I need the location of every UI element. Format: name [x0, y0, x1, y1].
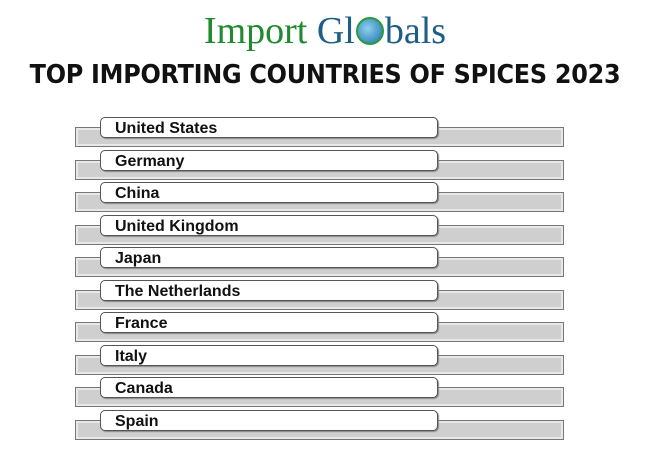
logo-text-gl: Gl: [316, 10, 355, 52]
import-globals-logo: Import Gl bals: [0, 8, 650, 54]
country-label: Germany: [100, 149, 438, 171]
list-item: United Kingdom: [0, 214, 650, 247]
country-label: Italy: [100, 344, 438, 366]
country-label: United States: [100, 117, 438, 138]
page-title: TOP IMPORTING COUNTRIES OF SPICES 2023: [29, 60, 621, 90]
country-label: China: [100, 182, 438, 203]
country-label: United Kingdom: [100, 214, 438, 236]
country-label: Spain: [100, 409, 438, 431]
list-item: The Netherlands: [0, 279, 650, 312]
list-item: Japan: [0, 247, 650, 279]
list-item: China: [0, 182, 650, 214]
list-item: France: [0, 312, 650, 344]
list-item: United States: [0, 117, 650, 149]
country-label: The Netherlands: [100, 279, 438, 301]
logo-text-bals: bals: [384, 10, 447, 52]
country-label: France: [100, 312, 438, 333]
country-label: Japan: [100, 247, 438, 268]
list-item: Germany: [0, 149, 650, 182]
list-item: Italy: [0, 344, 650, 377]
logo-text-import: Import: [203, 10, 308, 52]
list-item: Spain: [0, 409, 650, 442]
list-item: Canada: [0, 377, 650, 409]
country-label: Canada: [100, 377, 438, 398]
globe-icon: [355, 17, 384, 45]
